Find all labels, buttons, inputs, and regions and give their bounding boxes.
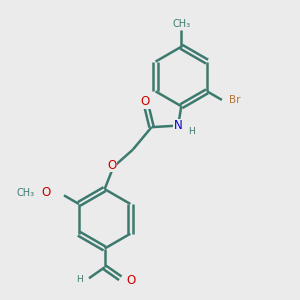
Text: O: O xyxy=(42,186,51,200)
Text: O: O xyxy=(126,274,135,287)
Text: H: H xyxy=(76,275,83,284)
Text: H: H xyxy=(188,127,195,136)
Text: CH₃: CH₃ xyxy=(16,188,34,198)
Text: O: O xyxy=(141,95,150,108)
Text: Br: Br xyxy=(229,95,240,105)
Text: CH₃: CH₃ xyxy=(172,19,190,29)
Text: O: O xyxy=(107,159,116,172)
Text: N: N xyxy=(174,119,182,132)
